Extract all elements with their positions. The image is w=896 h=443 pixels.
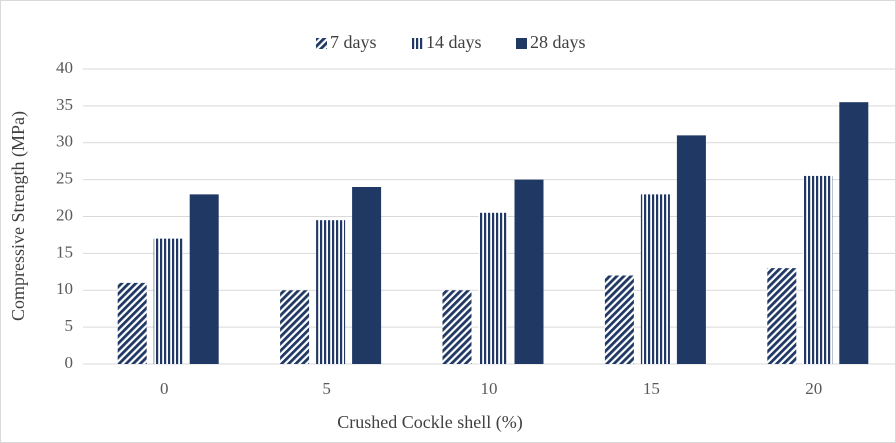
bar	[316, 220, 346, 364]
y-tick-label: 25	[56, 169, 73, 188]
bar	[442, 290, 472, 364]
legend-label: 14 days	[426, 32, 482, 52]
y-tick-label: 10	[56, 279, 73, 298]
y-tick-label: 5	[65, 316, 74, 335]
bar	[640, 194, 670, 364]
bar	[839, 102, 869, 364]
bar	[604, 275, 634, 364]
bar	[478, 212, 508, 364]
bar	[514, 179, 544, 364]
x-tick-label: 20	[805, 379, 822, 398]
x-tick-label: 0	[160, 379, 169, 398]
bar	[117, 282, 147, 364]
bar	[803, 175, 833, 364]
legend-swatch	[316, 38, 327, 49]
y-axis-label: Compressive Strength (MPa)	[8, 111, 29, 321]
bar	[767, 268, 797, 364]
bar	[352, 187, 382, 364]
y-tick-label: 20	[56, 205, 73, 224]
y-tick-label: 0	[65, 353, 74, 372]
legend-swatch	[516, 38, 527, 49]
x-axis-label: Crushed Cockle shell (%)	[337, 412, 522, 433]
y-tick-label: 40	[56, 58, 73, 77]
bar	[280, 290, 310, 364]
x-tick-label: 5	[322, 379, 331, 398]
x-tick-label: 10	[481, 379, 498, 398]
legend-swatch	[412, 38, 423, 49]
y-tick-label: 15	[56, 242, 73, 261]
bar	[189, 194, 219, 364]
bar	[153, 238, 183, 364]
y-tick-label: 35	[56, 95, 73, 114]
legend-label: 7 days	[330, 32, 377, 52]
x-tick-label: 15	[643, 379, 660, 398]
y-tick-label: 30	[56, 132, 73, 151]
bar	[676, 135, 706, 364]
legend-label: 28 days	[530, 32, 586, 52]
